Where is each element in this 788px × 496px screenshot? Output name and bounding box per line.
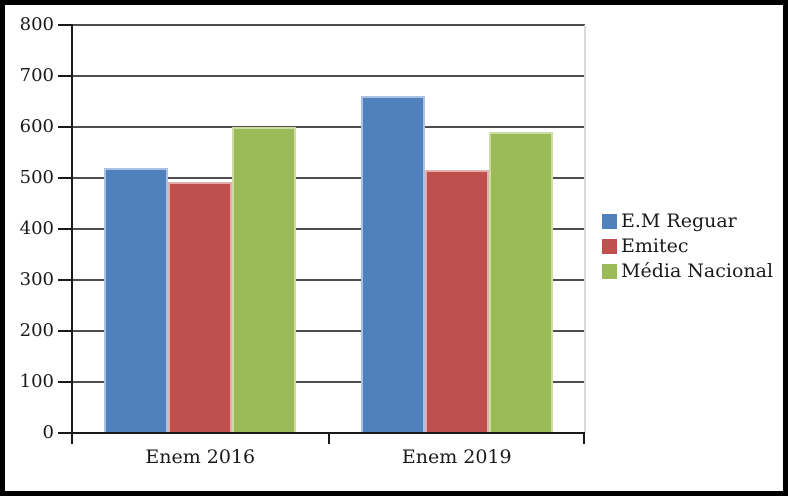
x-axis-label-1: Enem 2016	[145, 446, 256, 468]
legend-label: Emitec	[621, 235, 689, 257]
y-axis-tick-600	[58, 126, 72, 128]
y-axis-label-300: 300	[19, 269, 54, 290]
y-axis-label-500: 500	[19, 167, 54, 188]
bar-enem-2019-média-nacional	[488, 131, 553, 433]
bar-enem-2016-média-nacional	[232, 127, 297, 433]
y-axis-line	[71, 24, 73, 444]
gridline-800	[72, 24, 585, 26]
plot-area-right-border	[584, 25, 586, 433]
x-axis-label-2: Enem 2019	[401, 446, 512, 468]
y-axis-label-0: 0	[42, 422, 54, 443]
gridline-200	[72, 330, 585, 332]
y-axis-tick-500	[58, 177, 72, 179]
bar-enem-2019-emitec	[424, 169, 489, 433]
legend-label: Média Nacional	[621, 260, 774, 282]
x-axis-line	[58, 432, 585, 434]
y-axis-label-100: 100	[19, 371, 54, 392]
y-axis-label-200: 200	[19, 320, 54, 341]
y-axis-label-700: 700	[19, 65, 54, 86]
y-axis-label-600: 600	[19, 116, 54, 137]
y-axis-label-400: 400	[19, 218, 54, 239]
gridline-300	[72, 279, 585, 281]
y-axis-tick-700	[58, 75, 72, 77]
x-axis-tick-2	[327, 433, 330, 444]
legend-swatch-icon	[602, 263, 617, 279]
legend-item-média-nacional: Média Nacional	[602, 260, 774, 282]
y-axis-label-800: 800	[19, 14, 54, 35]
y-axis-tick-300	[58, 279, 72, 281]
y-axis-tick-100	[58, 381, 72, 383]
legend-swatch-icon	[602, 213, 617, 229]
gridline-600	[72, 126, 585, 128]
gridline-100	[72, 381, 585, 383]
legend-item-emitec: Emitec	[602, 235, 773, 257]
gridline-500	[72, 177, 585, 179]
legend-item-e-m-reguar: E.M Reguar	[602, 210, 773, 232]
y-axis-tick-200	[58, 330, 72, 332]
y-axis-tick-400	[58, 228, 72, 230]
gridline-700	[72, 75, 585, 77]
gridline-400	[72, 228, 585, 230]
x-axis-tick-end	[583, 433, 585, 444]
legend-label: E.M Reguar	[621, 210, 737, 232]
bar-enem-2016-emitec	[168, 181, 233, 433]
bar-enem-2019-e-m-reguar	[360, 95, 425, 433]
legend-swatch-icon	[602, 238, 617, 254]
bar-enem-2016-e-m-reguar	[104, 167, 169, 433]
legend: E.M Reguar Emitec Média Nacional	[602, 210, 774, 288]
y-axis-tick-800	[58, 24, 72, 26]
